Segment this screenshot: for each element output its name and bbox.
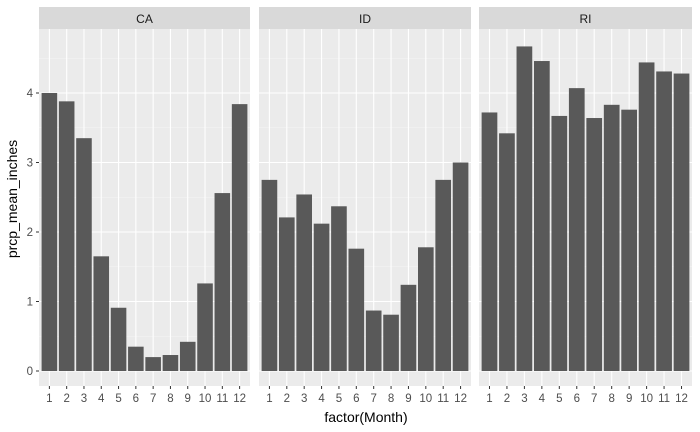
facet-strip xyxy=(259,7,471,29)
x-tick-label: 3 xyxy=(81,393,87,405)
x-tick-label: 3 xyxy=(521,393,527,405)
facet-strip-label: ID xyxy=(359,12,371,26)
x-tick-label: 4 xyxy=(539,393,546,405)
x-tick-label: 9 xyxy=(405,393,411,405)
x-tick-label: 8 xyxy=(608,393,614,405)
x-tick-label: 5 xyxy=(556,393,562,405)
facet-strip-label: RI xyxy=(580,12,592,26)
bar-CA-2 xyxy=(58,101,75,371)
bar-RI-3 xyxy=(516,46,533,372)
bar-CA-7 xyxy=(145,357,161,371)
x-tick-label: 3 xyxy=(301,393,307,405)
x-tick-label: 1 xyxy=(266,393,272,405)
bar-RI-7 xyxy=(586,118,603,372)
x-tick-label: 2 xyxy=(284,393,290,405)
x-tick-label: 6 xyxy=(133,393,139,405)
x-tick-label: 11 xyxy=(437,393,449,405)
y-tick-label: 0 xyxy=(27,366,33,378)
x-tick-label: 5 xyxy=(115,393,121,405)
bar-ID-7 xyxy=(365,310,382,371)
bar-CA-5 xyxy=(110,307,127,371)
y-tick-label: 3 xyxy=(27,158,33,170)
x-tick-label: 6 xyxy=(353,393,359,405)
bar-ID-9 xyxy=(400,284,417,371)
x-tick-label: 10 xyxy=(199,393,212,405)
x-tick-label: 10 xyxy=(419,393,432,405)
x-tick-label: 11 xyxy=(658,393,670,405)
x-tick-label: 12 xyxy=(675,393,688,405)
x-tick-label: 7 xyxy=(370,393,376,405)
bar-RI-5 xyxy=(551,115,568,371)
bar-CA-8 xyxy=(162,355,179,371)
bar-CA-1 xyxy=(41,93,58,371)
y-tick-label: 1 xyxy=(27,297,33,309)
bar-ID-8 xyxy=(383,314,399,371)
bar-ID-11 xyxy=(435,179,452,371)
bar-ID-4 xyxy=(313,223,330,371)
bar-CA-3 xyxy=(76,138,92,371)
bar-RI-1 xyxy=(481,112,498,372)
y-tick-label: 2 xyxy=(27,227,33,239)
x-tick-label: 7 xyxy=(150,393,156,405)
x-tick-label: 1 xyxy=(486,393,492,405)
y-axis-title: prcp_mean_inches xyxy=(4,140,20,258)
bar-RI-11 xyxy=(656,71,672,371)
bar-CA-12 xyxy=(231,104,248,372)
bar-RI-10 xyxy=(638,62,655,372)
x-tick-label: 4 xyxy=(98,393,105,405)
y-tick-label: 4 xyxy=(27,88,34,100)
x-tick-label: 4 xyxy=(318,393,325,405)
bar-RI-2 xyxy=(499,133,515,371)
bar-ID-3 xyxy=(296,194,312,371)
x-tick-label: 10 xyxy=(640,393,653,405)
bar-ID-2 xyxy=(278,217,295,371)
bar-ID-6 xyxy=(348,248,365,371)
bar-ID-12 xyxy=(452,162,469,371)
x-tick-label: 7 xyxy=(591,393,597,405)
x-tick-label: 6 xyxy=(574,393,580,405)
bar-CA-4 xyxy=(93,256,110,371)
x-tick-label: 9 xyxy=(626,393,632,405)
x-tick-label: 11 xyxy=(216,393,228,405)
bar-ID-1 xyxy=(261,179,278,371)
bar-RI-6 xyxy=(568,88,585,371)
x-tick-label: 8 xyxy=(167,393,173,405)
bar-ID-10 xyxy=(418,247,434,371)
bar-RI-12 xyxy=(673,73,690,371)
bar-RI-9 xyxy=(621,109,638,372)
x-axis-title: factor(Month) xyxy=(324,409,407,425)
bar-CA-11 xyxy=(214,193,231,371)
x-tick-label: 1 xyxy=(46,393,52,405)
bar-RI-8 xyxy=(603,104,620,371)
bar-CA-6 xyxy=(128,346,144,371)
bar-CA-9 xyxy=(179,341,196,371)
bar-RI-4 xyxy=(533,61,550,371)
facet-strip xyxy=(39,7,250,29)
facet-strip xyxy=(479,7,692,29)
x-tick-label: 2 xyxy=(63,393,69,405)
x-tick-label: 8 xyxy=(388,393,394,405)
x-tick-label: 5 xyxy=(336,393,342,405)
bar-ID-5 xyxy=(331,206,347,371)
x-tick-label: 12 xyxy=(454,393,467,405)
bar-CA-10 xyxy=(197,283,213,371)
x-tick-label: 9 xyxy=(185,393,191,405)
x-tick-label: 12 xyxy=(233,393,246,405)
x-tick-label: 2 xyxy=(504,393,510,405)
facet-strip-label: CA xyxy=(136,12,153,26)
